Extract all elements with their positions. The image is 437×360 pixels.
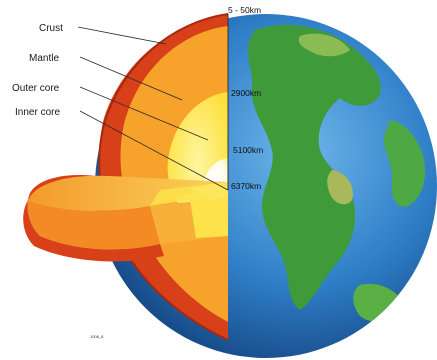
crust-label: Crust — [39, 23, 63, 34]
wedge-front — [27, 200, 160, 250]
outer-core-leader — [79, 86, 209, 141]
inner-core-label: Inner core — [15, 107, 60, 118]
mantle-depth: 2900km — [231, 88, 261, 98]
inner-core-depth: 6370km — [231, 181, 261, 191]
mantle-label: Mantle — [29, 53, 59, 64]
continents — [247, 24, 426, 322]
outer-core-label: Outer core — [12, 83, 60, 94]
wedge-side-core — [190, 198, 228, 238]
crust-leader — [77, 26, 167, 45]
image-code: 1008_8 — [90, 334, 104, 339]
wedge-top — [28, 175, 228, 211]
mantle-leader — [79, 56, 183, 101]
outer-core-depth: 5100km — [233, 145, 263, 155]
inner-core-leader — [79, 110, 229, 191]
crust-depth: 5 - 50km — [228, 5, 261, 15]
wedge-front-crust — [23, 200, 165, 262]
